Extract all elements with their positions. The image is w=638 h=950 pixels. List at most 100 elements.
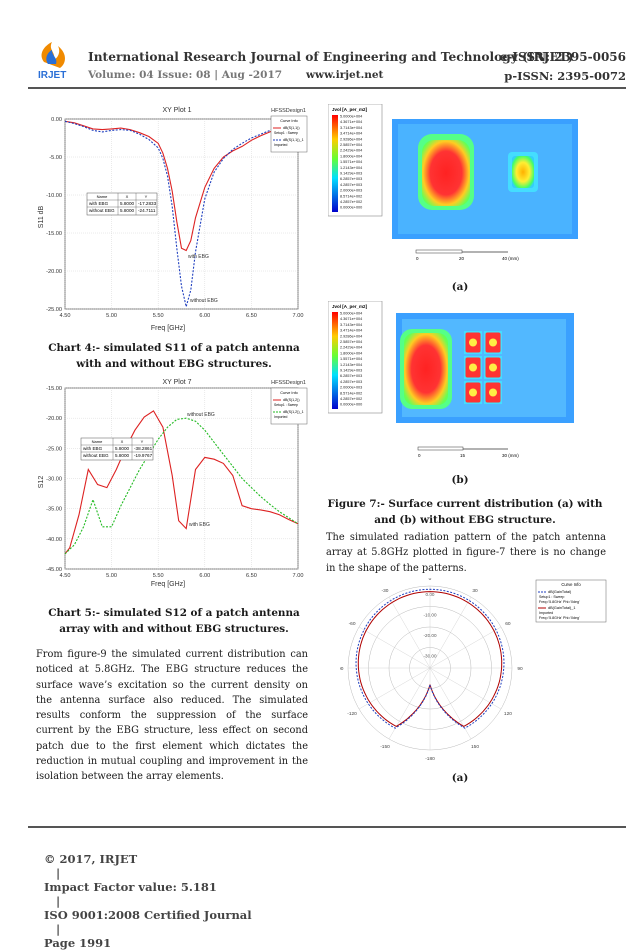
fig7a-colorbar [332,115,338,212]
fig7b-colorbar-label: 3.4714e+004 [340,329,362,333]
fig7b-colorbar-label: 1.5571e+004 [340,357,362,361]
fig7b-image: Jvol [A_per_m2] 5.0000e+004 4.3671e+004 3.… [327,300,586,463]
website-link[interactable]: www.irjet.net [306,69,384,81]
chart4-ytick-label: -15.00 [46,231,62,237]
chart5-ytick-label: -35.00 [46,507,62,513]
chart5-row2-name: without EBG [83,453,109,458]
chart5-xtick-label: 7.00 [293,573,304,579]
chart5-legend-1b: Setup1 : Sweep [274,403,298,407]
chart4-ytick-label: -25.00 [46,307,62,313]
chart5-xtick-label: 6.50 [246,573,257,579]
footer: © 2017, IRJET | Impact Factor value: 5.1… [44,852,252,950]
chart5-row1-name: with EBG [83,446,103,451]
polar-legend-1b: Setup1 : Sweep [539,595,564,599]
ebg-cell-via [489,363,497,372]
polar-angle-label: -90 [340,666,344,672]
fig7a-colorbar-label: 3.4714e+004 [340,132,362,136]
chart4-th-name: Name [97,194,108,199]
fig7b-colorbar-label: 1.2143e+004 [340,363,362,367]
e-issn: e-ISSN: 2395-0056 [499,50,626,64]
fig7b-colorbar-label: 4.3671e+004 [340,317,362,321]
polar-angle-label: 0 [429,578,432,582]
chart5-legend-2: dB(S(1,2))_1 [283,410,304,414]
chart4-series-2 [64,120,299,307]
fig7b-scale-1: 15 [460,453,466,458]
chart5-legend-2b: Imported [274,415,287,419]
chart5-marker-label-2: with EBG [189,522,210,528]
polar-legend-title: Curve Info [561,582,581,587]
fig7b-patch [404,333,448,405]
paragraph-right: The simulated radiation pattern of the p… [326,532,606,574]
footer-copyright: © 2017, IRJET [44,852,138,866]
chart5-caption: Chart 5:- simulated S12 of a patch anten… [48,607,300,635]
chart4-legend-title: Curve Info [280,119,298,123]
polar-spoke [429,626,502,669]
fig7b-colorbar-label: 2.5857e+004 [340,340,362,344]
polar-spoke [429,667,472,740]
fig7b-colorbar-label: 6.2857e+003 [340,374,362,378]
footer-rule [28,826,626,828]
fig7b-colorbar-label: 0.0000e+000 [340,403,362,407]
fig7a-colorbar-label: 6.2857e+003 [340,177,362,181]
polar-figure: 0.00 -10.00 -20.00 -30.00 0 30 -30 60 -60 90 -90 12… [337,576,610,766]
ebg-cell-via [489,388,497,397]
fig7a-colorbar-label: 1.8000e+004 [340,154,362,158]
fig7a-colorbar-label: 0.0000e+000 [340,206,362,210]
polar-legend: Curve Info dB(GainTotal) Setup1 : Sweep … [535,579,607,623]
chart5-figure: XY Plot 7 HFSSDesign1 Freq [GHz] S12 4.5… [35,374,310,588]
chart5-ytick-label: -15.00 [46,386,62,392]
fig7a-colorbar-label: 1.2143e+004 [340,166,362,170]
chart5-marker-label-1: without EBG [187,412,215,418]
chart4-marker-table: Name X Y with EBG 5.8000 -17.2833 withou… [86,192,158,216]
chart5-th-name: Name [92,439,103,444]
footer-iso: ISO 9001:2008 Certified Journal [44,908,252,922]
polar-spoke [358,667,431,710]
polar-angle-label: 150 [471,744,479,750]
chart5-legend: Curve Info dB(S(1,2)) Setup1 : Sweep dB(… [270,387,308,425]
ebg-cell-via [489,338,497,347]
fig7b-colorbar-label: 4.2857e+002 [340,397,362,401]
chart5-row2-y: -19.9767 [134,453,153,458]
chart5-th-y: Y [141,439,144,444]
chart4-xtick-label: 4.50 [60,313,71,319]
chart5-row1-x: 5.8000 [115,446,129,451]
fig7b-colorbar-label: 2.0000e+003 [340,386,362,390]
chart4-xtick-label: 6.50 [246,313,257,319]
fig7b-label: (b) [451,474,469,486]
polar-legend-2: dB(GainTotal)_1 [548,606,575,610]
chart5-xlabel: Freq [GHz] [151,581,185,588]
polar-series-2 [357,591,503,727]
chart4-row2-x: 5.8000 [120,208,134,213]
chart5-ylabel: S12 [38,476,45,489]
chart4-legend-1: dB(S(1,1)) [283,126,300,130]
chart4-legend: Curve Info dB(S(1,1)) Setup1 : Sweep dB(… [270,115,308,153]
fig7a-colorbar-label: 4.2857e+003 [340,183,362,187]
fig7-caption: Figure 7:- Surface current distribution … [327,498,603,526]
chart4-figure: XY Plot 1 HFSSDesign1 Freq [GHz] S11 dB … [35,102,310,332]
polar-svg: 0.00 -10.00 -20.00 -30.00 0 30 -30 60 -60 90 -90 12… [337,576,607,762]
chart5-legend-title: Curve Info [280,391,298,395]
polar-spoke [388,667,431,740]
chart5-xtick-label: 5.00 [106,573,117,579]
fig7b-colorbar-label: 8.5714e+002 [340,391,362,395]
fig7a-colorbar-label: 8.5714e+002 [340,194,362,198]
fig7a-colorbar-label: 4.3671e+004 [340,120,362,124]
polar-ring-label: -20.00 [423,633,436,638]
fig7a-colorbar-label: 1.5571e+004 [340,160,362,164]
polar-spoke [388,596,431,669]
ebg-cell-via [469,338,477,347]
chart4-xtick-label: 5.00 [106,313,117,319]
header-rule [28,87,626,89]
chart4-xlabel: Freq [GHz] [151,325,185,332]
paragraph-left: From figure-9 the simulated current dist… [36,649,308,783]
fig7a-colorbar-label: 3.7143e+004 [340,126,362,130]
chart4-ytick-label: -5.00 [49,155,62,161]
chart4-svg: XY Plot 1 HFSSDesign1 Freq [GHz] S11 dB … [38,107,308,332]
chart4-ytick-label: 0.00 [51,117,62,123]
polar-angle-label: 60 [505,621,511,627]
chart4-series-1 [64,120,299,252]
fig7a-scale-2: 40 (mm) [502,256,519,261]
fig7a-colorbar-label: 2.0000e+003 [340,189,362,193]
chart5-th-x: X [121,439,124,444]
